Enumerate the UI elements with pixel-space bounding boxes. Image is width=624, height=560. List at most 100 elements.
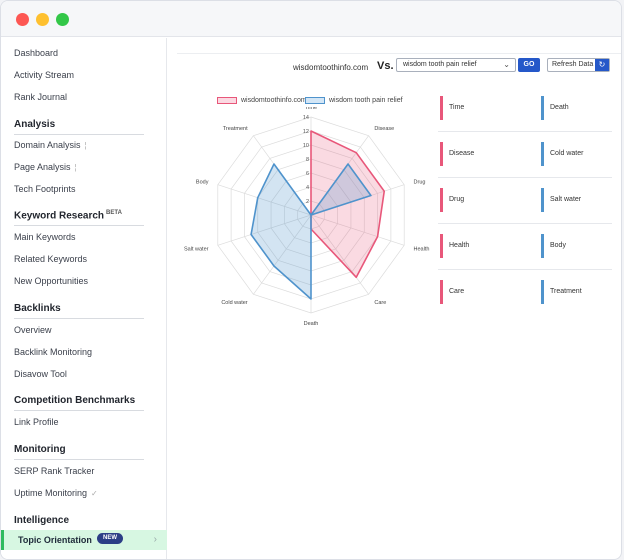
sidebar-item-tech-footprints[interactable]: Tech Footprints (14, 184, 76, 194)
compare-select-value: wisdom tooth pain relief (403, 61, 477, 68)
axis-label: Body (196, 180, 209, 186)
sidebar-item-overview[interactable]: Overview (14, 325, 52, 335)
tick-label: 4 (306, 185, 309, 191)
sidebar-item-related-keywords[interactable]: Related Keywords (14, 254, 88, 264)
sidebar-item-label: Page Analysis (14, 162, 71, 172)
sidebar-item-backlink-monitoring[interactable]: Backlink Monitoring (14, 347, 93, 357)
radar-chart: Time Disease Drug Health Care Death Cold water… (184, 107, 430, 327)
topic-label: Time (449, 104, 465, 111)
sidebar-item-link-profile[interactable]: Link Profile (14, 417, 59, 427)
tick-label: 10 (303, 143, 309, 149)
axis-label: Salt water (184, 246, 209, 252)
sidebar: Dashboard Activity Stream Rank Journal A… (1, 38, 167, 559)
sidebar-item-main-keywords[interactable]: Main Keywords (14, 232, 76, 242)
tick-label: 6 (306, 171, 309, 177)
topic-color-bar (541, 142, 544, 166)
sidebar-item-new-opportunities[interactable]: New Opportunities (14, 276, 89, 286)
sidebar-item-label: Topic Orientation (18, 535, 92, 545)
go-button[interactable]: GO (518, 58, 540, 72)
info-icon: ¦ (84, 141, 87, 150)
topic-color-bar (440, 234, 443, 258)
topic-color-bar (440, 142, 443, 166)
section-monitoring: Monitoring (14, 444, 144, 460)
section-intelligence: Intelligence (14, 515, 144, 531)
sidebar-item-dashboard[interactable]: Dashboard (14, 48, 59, 58)
topic-color-bar (440, 280, 443, 304)
section-keyword-research: Keyword Research BETA (14, 210, 144, 227)
sidebar-item-label: Domain Analysis (14, 140, 81, 150)
axis-label: Health (414, 246, 430, 252)
topic-color-bar (541, 188, 544, 212)
topic-label: Disease (449, 150, 475, 157)
divider (438, 269, 612, 270)
vs-label: Vs. (377, 60, 394, 72)
topic-label: Body (550, 242, 566, 249)
axis-label: Death (304, 321, 319, 327)
section-competition-benchmarks: Competition Benchmarks (14, 395, 144, 411)
info-icon: ¦ (74, 163, 77, 172)
axis-label: Cold water (221, 300, 247, 306)
divider (438, 131, 612, 132)
topic-label: Drug (449, 196, 465, 203)
legend-swatch-series-1 (217, 97, 237, 104)
check-icon: ✓ (91, 489, 98, 498)
topic-label: Salt water (550, 196, 582, 203)
title-bar (1, 1, 621, 37)
axis-label: Drug (414, 180, 426, 186)
divider (438, 223, 612, 224)
grid-spoke (217, 184, 312, 216)
axis-label: Disease (374, 126, 394, 132)
refresh-label: Refresh Data (552, 61, 594, 68)
sidebar-item-serp-rank-tracker[interactable]: SERP Rank Tracker (14, 466, 95, 476)
legend-swatch-series-2 (305, 97, 325, 104)
sidebar-item-uptime-monitoring[interactable]: Uptime Monitoring ✓ (14, 488, 98, 498)
topic-label: Cold water (550, 150, 584, 157)
section-analysis: Analysis (14, 119, 144, 135)
grid-spoke (253, 214, 312, 295)
compare-domain: wisdomtoothinfo.com (293, 63, 369, 72)
refresh-icon: ↻ (595, 59, 609, 71)
sidebar-item-rank-journal[interactable]: Rank Journal (14, 92, 68, 102)
tick-label: 12 (303, 129, 309, 135)
tick-label: 14 (303, 115, 309, 121)
maximize-window-button[interactable] (56, 13, 69, 26)
section-backlinks: Backlinks (14, 303, 144, 319)
chevron-down-icon: ⌄ (503, 60, 510, 69)
refresh-data-button[interactable]: Refresh Data ↻ (547, 58, 610, 72)
divider (177, 53, 621, 54)
section-title: Keyword Research (14, 210, 105, 222)
grid-spoke (310, 214, 405, 246)
compare-select[interactable]: wisdom tooth pain relief ⌄ (396, 58, 516, 72)
topic-color-bar (541, 280, 544, 304)
sidebar-item-topic-orientation[interactable]: Topic Orientation NEW › (1, 530, 167, 550)
topic-label: Treatment (550, 288, 582, 295)
minimize-window-button[interactable] (36, 13, 49, 26)
axis-label: Care (374, 300, 386, 306)
close-window-button[interactable] (16, 13, 29, 26)
sidebar-item-page-analysis[interactable]: Page Analysis ¦ (14, 162, 77, 172)
legend-label-series-1: wisdomtoothinfo.com (241, 97, 307, 104)
tick-label: 2 (306, 199, 309, 205)
sidebar-item-disavow-tool[interactable]: Disavow Tool (14, 369, 67, 379)
axis-label: Treatment (223, 126, 248, 132)
topic-color-bar (440, 96, 443, 120)
divider (438, 177, 612, 178)
beta-badge: BETA (106, 210, 122, 216)
topic-label: Health (449, 242, 470, 249)
sidebar-item-domain-analysis[interactable]: Domain Analysis ¦ (14, 140, 87, 150)
axis-label: Time (305, 107, 317, 111)
chevron-right-icon: › (153, 534, 157, 545)
grid-spoke (217, 214, 312, 246)
sidebar-item-label: Uptime Monitoring (14, 488, 88, 498)
topic-color-bar (541, 96, 544, 120)
series-area-2 (250, 163, 372, 300)
new-badge: NEW (97, 533, 123, 544)
topic-color-bar (440, 188, 443, 212)
topic-label: Care (449, 288, 465, 295)
sidebar-item-activity-stream[interactable]: Activity Stream (14, 70, 75, 80)
legend-label-series-2: wisdom tooth pain relief (329, 97, 403, 104)
topic-color-bar (541, 234, 544, 258)
topic-label: Death (550, 104, 569, 111)
grid-spoke (310, 214, 369, 295)
